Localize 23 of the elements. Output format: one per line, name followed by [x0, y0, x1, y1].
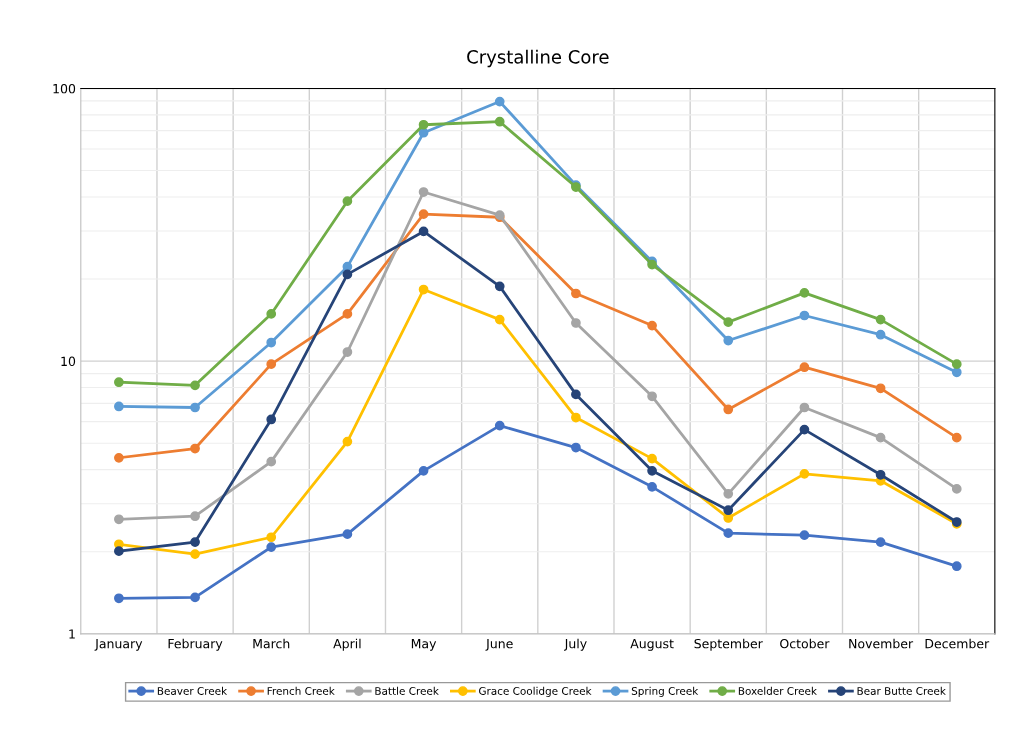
x-tick-label: September — [694, 638, 763, 651]
x-tick-label: October — [780, 638, 830, 649]
legend-label: French Creek — [267, 686, 335, 695]
x-tick-label: August — [630, 639, 674, 651]
legend-label: Spring Creek — [631, 686, 699, 697]
x-tick-label: December — [925, 638, 990, 649]
x-tick-label: March — [253, 638, 290, 649]
x-tick-label: November — [849, 638, 914, 649]
y-tick-label: 1 — [69, 629, 75, 639]
legend-label: Grace Coolidge Creek — [479, 686, 592, 697]
x-tick-label: February — [168, 638, 223, 651]
x-tick-label: January — [94, 639, 143, 651]
y-tick-label: 100 — [53, 83, 76, 94]
legend-label: Bear Butte Creek — [857, 686, 946, 695]
legend-label: Boxelder Creek — [738, 686, 817, 695]
x-tick-label: April — [333, 638, 361, 651]
x-tick-label: May — [411, 639, 437, 651]
legend-label: Battle Creek — [375, 686, 439, 695]
y-tick-label: 10 — [61, 356, 76, 367]
legend-label: Beaver Creek — [157, 686, 228, 695]
x-tick-label: July — [564, 638, 587, 651]
chart-title: Crystalline Core — [467, 49, 609, 68]
x-tick-label: June — [485, 639, 513, 651]
